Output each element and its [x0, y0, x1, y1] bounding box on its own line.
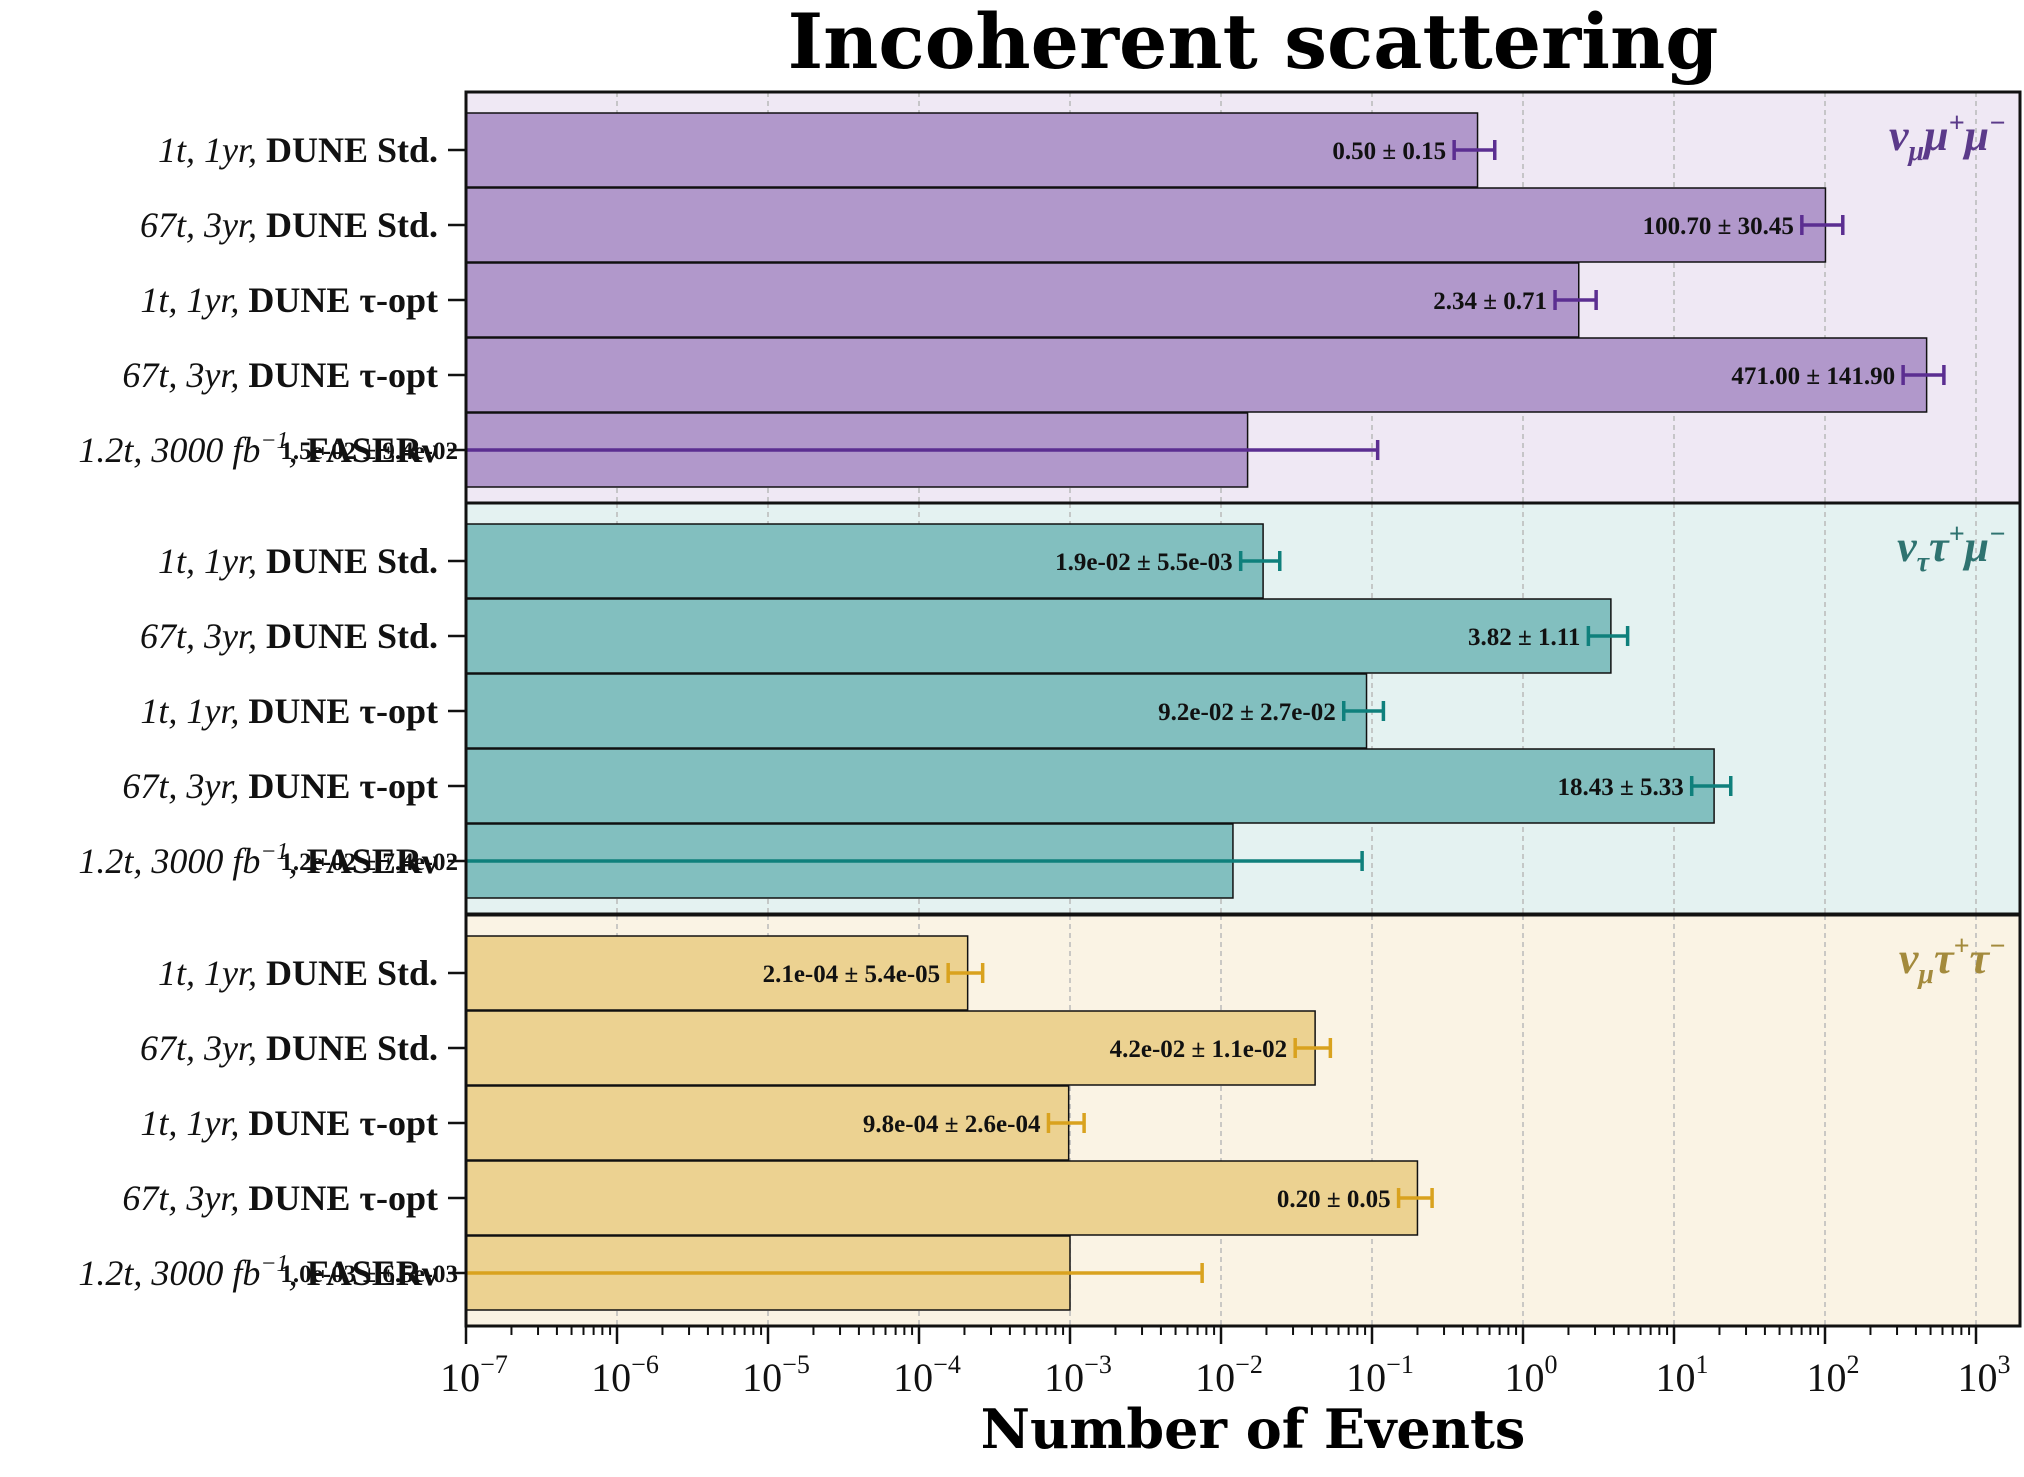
category-label: 67t, 3yr, DUNE Std.	[140, 616, 438, 656]
x-tick-label: 10−3	[1044, 1350, 1112, 1400]
x-tick-label: 10−4	[893, 1350, 961, 1400]
panel-process-label: νττ+μ−	[1897, 519, 2006, 578]
panel-frame	[464, 913, 2022, 1328]
bar	[465, 1085, 1070, 1161]
x-tick-label: 10−1	[1346, 1350, 1414, 1400]
value-label: 1.5e-02 ± 9.4e-02	[280, 438, 458, 465]
x-tick-label: 101	[1656, 1350, 1709, 1400]
category-label: 1t, 1yr, DUNE Std.	[158, 953, 438, 993]
error-bar	[1553, 290, 1598, 310]
value-label: 1.2e-02 ± 7.4e-02	[280, 849, 458, 876]
bar	[465, 337, 1928, 413]
bar	[465, 187, 1827, 263]
error-bar	[946, 963, 985, 983]
x-axis-label: Number of Events	[981, 1397, 1526, 1461]
category-label: 1.2t, 3000 fb−1, FASERν	[78, 428, 438, 470]
x-tick-label: 103	[1958, 1350, 2011, 1400]
bar	[465, 523, 1264, 599]
error-bar	[1046, 1113, 1086, 1133]
x-tick-label: 102	[1807, 1350, 1860, 1400]
bar	[465, 748, 1715, 824]
bar	[465, 262, 1580, 338]
error-bar	[466, 440, 1380, 460]
panels-layer: 0.50 ± 0.15 1t, 1yr, DUNE Std. 100.70 ± 30…	[78, 90, 2022, 1328]
category-label: 1t, 1yr, DUNE τ-opt	[140, 1103, 438, 1143]
value-label: 471.00 ± 141.90	[1731, 363, 1895, 390]
error-bar	[1293, 1038, 1333, 1058]
bar	[465, 112, 1479, 188]
value-label: 9.8e-04 ± 2.6e-04	[863, 1111, 1041, 1138]
category-label: 1t, 1yr, DUNE τ-opt	[140, 691, 438, 731]
error-bar	[466, 851, 1364, 871]
category-label: 1t, 1yr, DUNE Std.	[158, 541, 438, 581]
value-label: 1.0e-03 ± 6.5e-03	[280, 1261, 458, 1288]
value-label: 0.20 ± 0.05	[1277, 1186, 1391, 1213]
category-label: 1t, 1yr, DUNE τ-opt	[140, 280, 438, 320]
error-bar	[1238, 551, 1282, 571]
bar	[465, 598, 1612, 674]
panel-3: 2.1e-04 ± 5.4e-05 1t, 1yr, DUNE Std. 4.2e-…	[78, 913, 2022, 1328]
bar	[465, 1160, 1419, 1236]
category-label: 67t, 3yr, DUNE Std.	[140, 1028, 438, 1068]
panel-process-label: νμτ+τ−	[1899, 931, 2006, 990]
x-tick-label: 10−5	[742, 1350, 810, 1400]
panel-1: 0.50 ± 0.15 1t, 1yr, DUNE Std. 100.70 ± 30…	[78, 90, 2022, 505]
value-label: 4.2e-02 ± 1.1e-02	[1110, 1036, 1288, 1063]
error-bar	[466, 1263, 1204, 1283]
error-bar	[1396, 1188, 1434, 1208]
x-axis: 10−7 10−6 10−5 10−4 10−3 10−2 10−1 100 101 102 103	[440, 1326, 2011, 1400]
value-label: 9.2e-02 ± 2.7e-02	[1158, 699, 1336, 726]
value-label: 3.82 ± 1.11	[1468, 624, 1580, 651]
panel-2: 1.9e-02 ± 5.5e-03 1t, 1yr, DUNE Std. 3.82 …	[78, 501, 2022, 916]
error-bar	[1800, 215, 1845, 235]
category-label: 67t, 3yr, DUNE τ-opt	[122, 355, 438, 395]
error-bar	[1452, 140, 1497, 160]
value-label: 2.34 ± 0.71	[1433, 288, 1547, 315]
bar	[465, 1010, 1316, 1086]
error-bar	[1689, 776, 1733, 796]
value-label: 0.50 ± 0.15	[1332, 138, 1446, 165]
x-tick-label: 10−2	[1195, 1350, 1263, 1400]
bar	[465, 935, 969, 1011]
x-tick-label: 10−6	[591, 1350, 659, 1400]
category-label: 67t, 3yr, DUNE τ-opt	[122, 1178, 438, 1218]
value-label: 100.70 ± 30.45	[1643, 213, 1794, 240]
error-bar	[1586, 626, 1630, 646]
value-label: 2.1e-04 ± 5.4e-05	[763, 961, 941, 988]
category-label: 1.2t, 3000 fb−1, FASERν	[78, 1251, 438, 1293]
chart-title: Incoherent scattering	[788, 0, 1719, 86]
category-label: 67t, 3yr, DUNE τ-opt	[122, 766, 438, 806]
x-tick-label: 100	[1505, 1350, 1558, 1400]
value-label: 1.9e-02 ± 5.5e-03	[1055, 549, 1233, 576]
value-label: 18.43 ± 5.33	[1557, 774, 1683, 801]
error-bar	[1901, 365, 1946, 385]
x-tick-label: 10−7	[440, 1350, 508, 1400]
category-label: 1t, 1yr, DUNE Std.	[158, 130, 438, 170]
error-bar	[1341, 701, 1386, 721]
category-label: 67t, 3yr, DUNE Std.	[140, 205, 438, 245]
panel-process-label: νμμ+μ−	[1889, 108, 2006, 167]
category-label: 1.2t, 3000 fb−1, FASERν	[78, 839, 438, 881]
